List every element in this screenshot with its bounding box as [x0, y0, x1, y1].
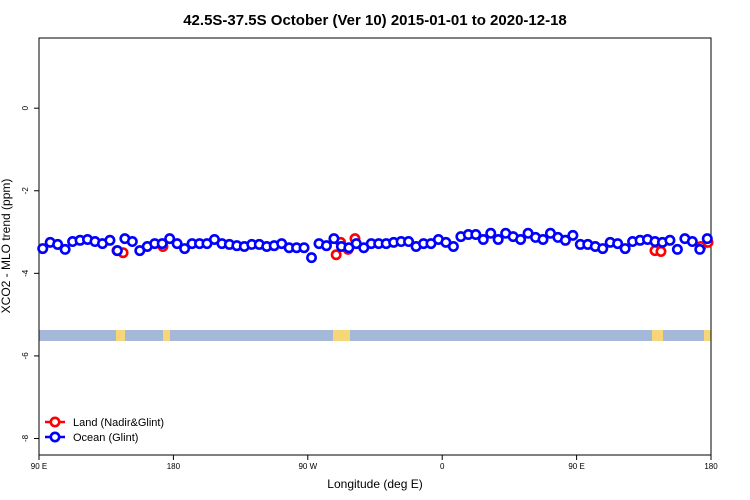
- legend-marker: [49, 416, 61, 428]
- data-point: [126, 236, 138, 248]
- data-point: [298, 242, 310, 254]
- data-point: [111, 245, 123, 257]
- y-axis-label: XCO2 - MLO trend (ppm): [0, 179, 13, 314]
- data-point: [403, 236, 415, 248]
- chart-title: 42.5S-37.5S October (Ver 10) 2015-01-01 …: [183, 12, 567, 29]
- data-point: [320, 240, 332, 252]
- data-point: [655, 245, 667, 257]
- data-point: [37, 243, 49, 255]
- ocean-strip: [39, 330, 711, 341]
- data-point: [686, 236, 698, 248]
- land-patch: [333, 330, 350, 341]
- land-patch: [704, 330, 711, 341]
- data-point: [179, 243, 191, 255]
- data-point: [104, 234, 116, 246]
- x-tick-label: 90 W: [298, 462, 317, 471]
- x-tick-label: 90 E: [568, 462, 584, 471]
- data-point: [671, 243, 683, 255]
- data-point: [567, 229, 579, 241]
- data-point: [171, 238, 183, 250]
- data-point: [470, 229, 482, 241]
- data-point: [559, 234, 571, 246]
- y-tick-label: 0: [21, 105, 30, 110]
- land-patch: [652, 330, 663, 341]
- data-point: [477, 233, 489, 245]
- land-patch: [163, 330, 170, 341]
- legend-label: Ocean (Glint): [73, 432, 138, 444]
- data-point: [52, 238, 64, 250]
- data-point: [328, 233, 340, 245]
- data-point: [492, 233, 504, 245]
- data-point: [447, 241, 459, 253]
- legend-marker: [49, 431, 61, 443]
- data-point: [701, 233, 713, 245]
- x-tick-label: 180: [167, 462, 181, 471]
- land-patch: [116, 330, 125, 341]
- data-point: [537, 233, 549, 245]
- data-point: [485, 227, 497, 239]
- data-point: [619, 243, 631, 255]
- y-tick-label: -2: [21, 187, 30, 195]
- land-mask-strip: [39, 330, 711, 341]
- data-point: [306, 252, 318, 264]
- data-point: [597, 243, 609, 255]
- x-tick-label: 90 E: [31, 462, 47, 471]
- data-point: [664, 234, 676, 246]
- y-tick-label: -6: [21, 352, 30, 360]
- data-point: [330, 249, 342, 261]
- data-point: [694, 243, 706, 255]
- legend-label: Land (Nadir&Glint): [73, 417, 164, 429]
- data-point: [156, 238, 168, 250]
- x-tick-label: 0: [440, 462, 445, 471]
- x-axis-label: Longitude (deg E): [327, 477, 422, 491]
- data-point: [515, 233, 527, 245]
- data-point: [164, 233, 176, 245]
- y-tick-label: -4: [21, 269, 30, 277]
- data-point: [612, 238, 624, 250]
- data-point: [59, 243, 71, 255]
- x-tick-label: 180: [704, 462, 718, 471]
- y-tick-label: -8: [21, 434, 30, 442]
